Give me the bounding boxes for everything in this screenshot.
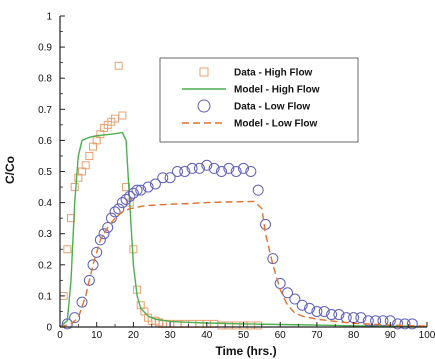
legend: Data - High Flow Model - High Flow Data - … [159, 57, 359, 143]
data-point-data-low-flow [399, 318, 411, 330]
y-axis-title: C/Co [3, 156, 17, 184]
data-point-data-low-flow [113, 203, 125, 215]
y-tick-label: 0.7 [38, 105, 52, 116]
legend-swatch-square [199, 67, 209, 77]
data-point-data-low-flow [201, 159, 213, 171]
legend-swatch-circle [197, 99, 211, 113]
data-point-data-low-flow [164, 172, 176, 184]
x-tick-label: 70 [311, 330, 323, 341]
data-point-data-low-flow [124, 190, 136, 202]
data-point-data-low-flow [311, 305, 323, 317]
data-point-data-low-flow [149, 178, 161, 190]
legend-label: Model - High Flow [234, 85, 320, 96]
axes: 0 10 20 30 40 50 60 70 80 90 100 0 0.1 0.2 0.3 0.4 0.5 0.… [38, 12, 435, 342]
x-axis-title: Time (hrs.) [215, 344, 276, 358]
x-tick-label: 10 [91, 330, 103, 341]
data-point-data-low-flow [61, 318, 73, 330]
data-point-data-low-flow [98, 228, 110, 240]
data-point-data-low-flow [215, 166, 227, 177]
x-tick-label: 0 [57, 330, 63, 341]
series-line-model-low-flow [59, 200, 428, 328]
data-point-data-low-flow [208, 162, 220, 174]
x-tick-label: 50 [238, 330, 250, 341]
data-point-data-low-flow [245, 166, 257, 177]
data-point-data-high-flow [122, 183, 131, 192]
y-tick-label: 0.3 [38, 229, 52, 240]
data-point-data-low-flow [157, 172, 169, 184]
y-tick-label: 0.1 [38, 291, 52, 302]
data-point-data-low-flow [362, 315, 374, 327]
data-point-data-low-flow [179, 166, 191, 177]
data-point-data-low-flow [142, 181, 154, 193]
data-point-data-low-flow [109, 206, 121, 218]
y-tick-label: 0.8 [38, 74, 52, 85]
data-point-data-high-flow [129, 245, 138, 254]
y-tick-label: 0.6 [38, 136, 52, 147]
x-tick-label: 20 [128, 330, 140, 341]
x-tick-label: 40 [201, 330, 213, 341]
x-tick-label: 90 [385, 330, 397, 341]
data-point-data-high-flow [63, 245, 72, 254]
data-point-data-low-flow [296, 299, 308, 311]
data-point-data-high-flow [114, 61, 123, 70]
legend-label: Model - Low Flow [234, 119, 318, 130]
data-point-data-high-flow [81, 161, 90, 170]
legend-label: Data - Low Flow [234, 102, 310, 113]
data-point-data-low-flow [392, 318, 404, 330]
data-point-data-low-flow [91, 246, 103, 258]
data-point-data-low-flow [304, 302, 316, 314]
data-point-data-low-flow [355, 312, 367, 324]
data-point-data-high-flow [85, 151, 94, 160]
data-point-data-low-flow [102, 221, 114, 233]
data-point-data-low-flow [76, 296, 88, 308]
data-point-data-low-flow [116, 197, 128, 209]
data-point-data-low-flow [370, 315, 382, 327]
data-point-data-low-flow [326, 309, 338, 321]
data-point-data-low-flow [230, 166, 242, 177]
data-point-data-low-flow [135, 184, 147, 196]
data-point-data-high-flow [70, 183, 79, 192]
y-tick-label: 0.2 [38, 260, 52, 271]
x-tick-label: 100 [419, 330, 435, 341]
data-point-data-low-flow [238, 162, 249, 174]
x-tick-label: 60 [275, 330, 287, 341]
data-point-data-low-flow [87, 259, 99, 271]
x-tick-label: 30 [165, 330, 177, 341]
legend-box [159, 57, 359, 143]
data-point-data-low-flow [83, 274, 95, 286]
data-point-data-low-flow [193, 162, 205, 174]
y-tick-label: 0.9 [38, 43, 52, 54]
data-point-data-low-flow [377, 315, 389, 327]
data-point-data-low-flow [186, 162, 198, 174]
x-tick-label: 80 [348, 330, 360, 341]
data-point-data-low-flow [252, 184, 264, 196]
data-point-data-low-flow [406, 318, 418, 330]
data-point-data-low-flow [289, 293, 301, 305]
y-tick-label: 0 [46, 323, 52, 334]
data-point-data-low-flow [94, 234, 106, 246]
data-point-data-low-flow [127, 187, 139, 199]
data-point-data-high-flow [118, 111, 127, 120]
data-point-data-low-flow [131, 184, 143, 196]
data-point-data-low-flow [223, 162, 235, 174]
legend-label: Data - High Flow [234, 68, 313, 79]
y-tick-label: 0.5 [38, 167, 52, 178]
data-point-data-low-flow [120, 193, 132, 205]
data-point-data-low-flow [69, 312, 81, 324]
data-point-data-low-flow [171, 166, 183, 177]
y-tick-label: 1 [46, 12, 52, 23]
data-point-data-low-flow [333, 309, 345, 321]
data-point-data-low-flow [267, 253, 279, 265]
data-point-data-low-flow [318, 305, 330, 317]
series-line-model-high-flow [59, 131, 428, 328]
y-tick-label: 0.4 [38, 198, 52, 209]
data-point-data-low-flow [282, 287, 294, 299]
